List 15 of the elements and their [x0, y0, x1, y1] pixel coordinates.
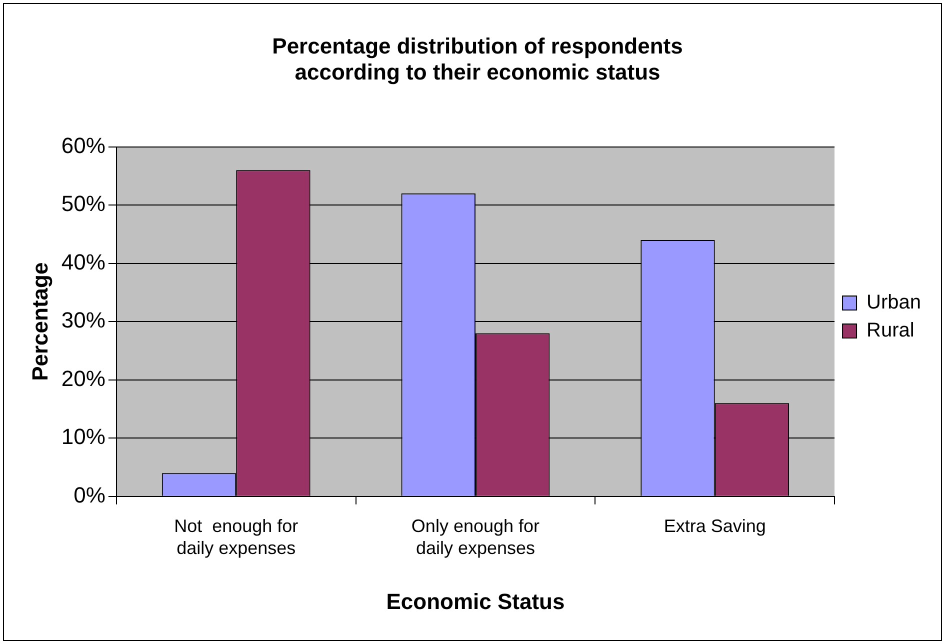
x-tick-label: Extra Saving	[664, 516, 766, 536]
legend-label: Urban	[866, 292, 922, 314]
y-tick-label: 10%	[61, 424, 106, 450]
y-tick-label: 0%	[74, 482, 106, 508]
x-tick-label: Not enough for daily expenses	[174, 516, 298, 558]
legend-label: Rural	[866, 320, 914, 342]
y-tick-label: 30%	[61, 308, 106, 333]
y-tick-label: 50%	[61, 191, 106, 216]
chart-title: Percentage distribution of respondents according to their economic status	[272, 33, 683, 85]
x-axis-title: Economic Status	[386, 588, 565, 614]
y-tick-label: 40%	[61, 249, 106, 274]
x-tick-label: Only enough for daily expenses	[411, 516, 540, 558]
y-tick-label: 60%	[61, 132, 106, 158]
y-tick-label: 20%	[61, 366, 106, 391]
y-axis-title: Percentage	[27, 262, 52, 381]
